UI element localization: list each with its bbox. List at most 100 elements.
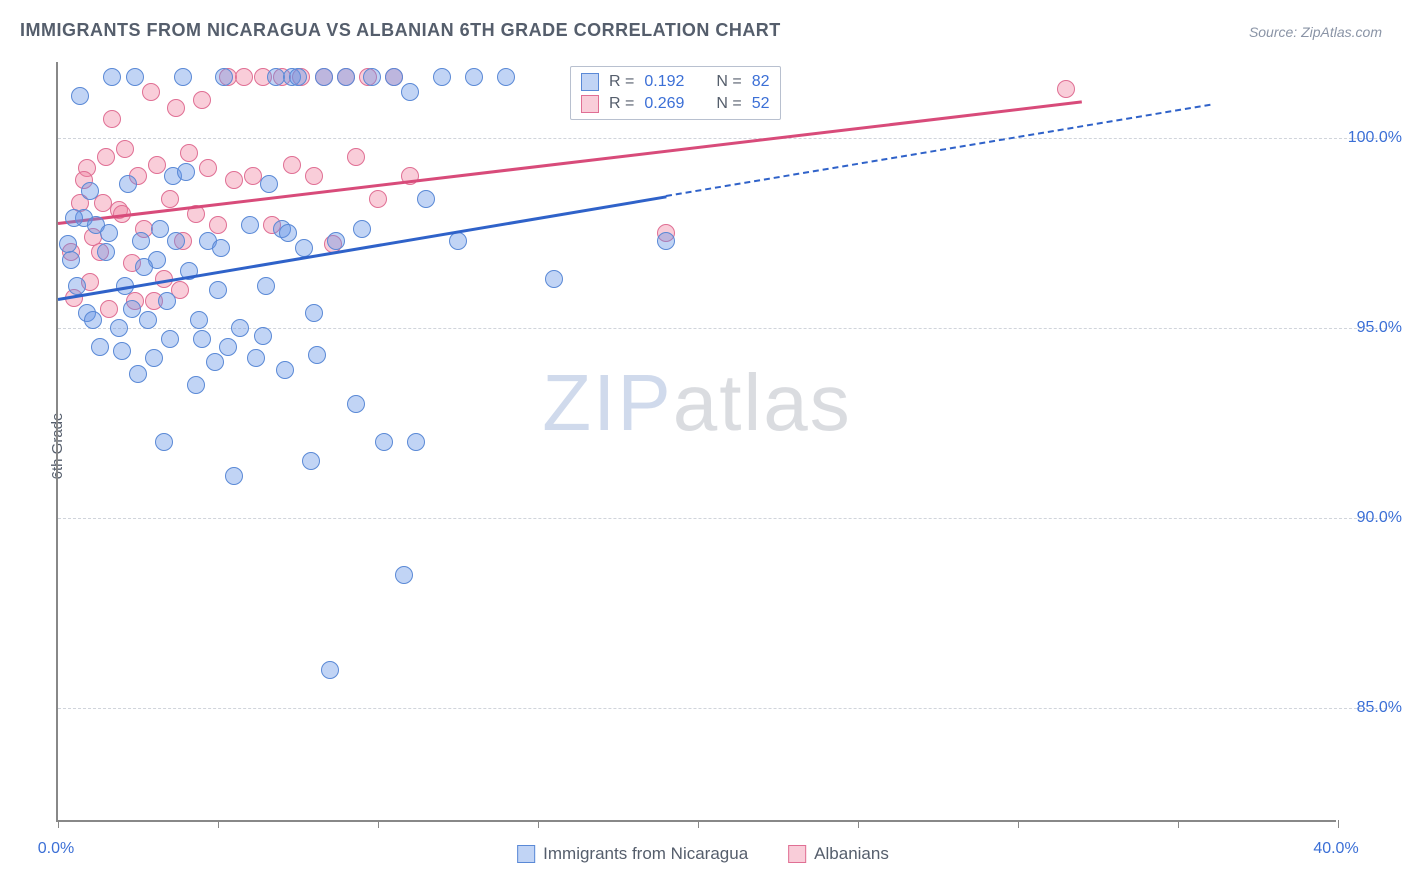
data-point-blue — [545, 270, 563, 288]
n-value: 52 — [752, 95, 770, 113]
data-point-blue — [174, 68, 192, 86]
data-point-blue — [84, 311, 102, 329]
data-point-pink — [161, 190, 179, 208]
legend-item-blue: Immigrants from Nicaragua — [517, 844, 748, 864]
data-point-pink — [100, 300, 118, 318]
data-point-blue — [209, 281, 227, 299]
data-point-blue — [401, 83, 419, 101]
data-point-pink — [97, 148, 115, 166]
data-point-blue — [347, 395, 365, 413]
r-value: 0.269 — [644, 95, 684, 113]
data-point-blue — [465, 68, 483, 86]
r-label: R = — [609, 73, 634, 91]
x-tick — [378, 820, 379, 828]
data-point-blue — [302, 452, 320, 470]
data-point-blue — [187, 376, 205, 394]
legend-stats-swatch-blue — [581, 73, 599, 91]
data-point-blue — [305, 304, 323, 322]
x-tick — [538, 820, 539, 828]
x-tick — [1338, 820, 1339, 828]
data-point-blue — [113, 342, 131, 360]
data-point-blue — [231, 319, 249, 337]
legend-item-pink: Albanians — [788, 844, 889, 864]
data-point-blue — [327, 232, 345, 250]
data-point-blue — [161, 330, 179, 348]
data-point-pink — [1057, 80, 1075, 98]
y-tick-label: 85.0% — [1357, 699, 1402, 717]
data-point-blue — [385, 68, 403, 86]
y-tick-label: 90.0% — [1357, 509, 1402, 527]
data-point-blue — [103, 68, 121, 86]
source-attribution: Source: ZipAtlas.com — [1249, 24, 1382, 40]
data-point-blue — [247, 349, 265, 367]
legend-stats-box: R =0.192N =82R =0.269N =52 — [570, 66, 781, 120]
data-point-blue — [97, 243, 115, 261]
data-point-pink — [116, 140, 134, 158]
chart-title: IMMIGRANTS FROM NICARAGUA VS ALBANIAN 6T… — [20, 20, 781, 41]
data-point-pink — [369, 190, 387, 208]
legend-swatch-pink — [788, 845, 806, 863]
data-point-blue — [657, 232, 675, 250]
data-point-blue — [91, 338, 109, 356]
data-point-blue — [215, 68, 233, 86]
data-point-blue — [308, 346, 326, 364]
data-point-blue — [212, 239, 230, 257]
x-tick-label: 0.0% — [38, 840, 74, 858]
data-point-blue — [289, 68, 307, 86]
data-point-pink — [167, 99, 185, 117]
legend-label-blue: Immigrants from Nicaragua — [543, 844, 748, 864]
data-point-pink — [225, 171, 243, 189]
x-tick — [218, 820, 219, 828]
r-label: R = — [609, 95, 634, 113]
data-point-blue — [100, 224, 118, 242]
data-point-blue — [433, 68, 451, 86]
legend-stats-row-blue: R =0.192N =82 — [581, 71, 770, 93]
data-point-blue — [126, 68, 144, 86]
data-point-blue — [276, 361, 294, 379]
data-point-blue — [68, 277, 86, 295]
data-point-blue — [62, 251, 80, 269]
legend-stats-swatch-pink — [581, 95, 599, 113]
data-point-blue — [219, 338, 237, 356]
data-point-blue — [315, 68, 333, 86]
data-point-blue — [119, 175, 137, 193]
data-point-pink — [193, 91, 211, 109]
x-tick — [858, 820, 859, 828]
data-point-blue — [158, 292, 176, 310]
data-point-pink — [283, 156, 301, 174]
data-point-blue — [260, 175, 278, 193]
data-point-blue — [123, 300, 141, 318]
x-tick — [698, 820, 699, 828]
data-point-pink — [103, 110, 121, 128]
data-point-blue — [132, 232, 150, 250]
data-point-blue — [257, 277, 275, 295]
data-point-blue — [81, 182, 99, 200]
watermark: ZIPatlas — [542, 357, 851, 449]
data-point-blue — [71, 87, 89, 105]
data-point-blue — [353, 220, 371, 238]
data-point-blue — [155, 433, 173, 451]
data-point-blue — [135, 258, 153, 276]
data-point-blue — [129, 365, 147, 383]
data-point-pink — [347, 148, 365, 166]
data-point-blue — [167, 232, 185, 250]
legend-bottom: Immigrants from Nicaragua Albanians — [517, 844, 889, 864]
plot-area: ZIPatlas 85.0%90.0%95.0%100.0% — [56, 62, 1336, 822]
r-value: 0.192 — [644, 73, 684, 91]
watermark-zip: ZIP — [542, 358, 672, 447]
chart-container: IMMIGRANTS FROM NICARAGUA VS ALBANIAN 6T… — [0, 0, 1406, 892]
x-tick — [58, 820, 59, 828]
data-point-blue — [375, 433, 393, 451]
gridline-y — [58, 138, 1392, 139]
data-point-blue — [417, 190, 435, 208]
data-point-pink — [305, 167, 323, 185]
gridline-y — [58, 518, 1392, 519]
data-point-blue — [151, 220, 169, 238]
data-point-blue — [321, 661, 339, 679]
n-label: N = — [716, 95, 741, 113]
data-point-pink — [142, 83, 160, 101]
data-point-blue — [497, 68, 515, 86]
data-point-blue — [145, 349, 163, 367]
data-point-blue — [254, 327, 272, 345]
data-point-blue — [65, 209, 83, 227]
